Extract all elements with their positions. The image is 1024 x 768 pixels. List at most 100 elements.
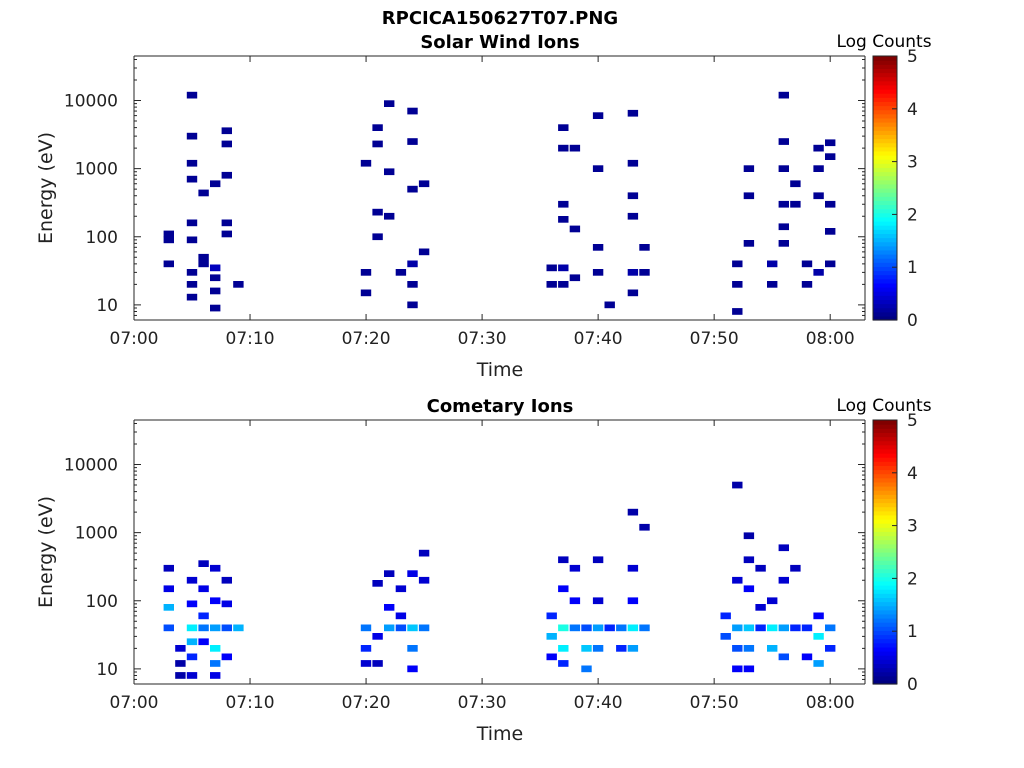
colorbar-swatch <box>873 229 897 234</box>
heatmap-cell <box>569 624 581 632</box>
colorbar-swatch <box>873 64 897 69</box>
heatmap-cell <box>407 185 418 193</box>
heatmap-cell <box>221 653 232 661</box>
colorbar-swatch <box>873 225 897 230</box>
heatmap-cell <box>732 645 743 652</box>
colorbar-swatch <box>873 258 897 263</box>
colorbar-tick-label: 1 <box>907 622 918 642</box>
heatmap-cell <box>221 576 232 584</box>
heatmap-cell <box>801 653 813 661</box>
heatmap-cell <box>407 107 418 115</box>
colorbar-swatch <box>873 420 897 425</box>
x-tick-label: 07:00 <box>110 693 159 713</box>
colorbar-swatch <box>873 150 897 156</box>
heatmap-cell <box>384 100 395 107</box>
heatmap-cell <box>407 645 418 652</box>
heatmap-cell <box>639 244 650 251</box>
colorbar-swatch <box>873 618 897 623</box>
heatmap-cell <box>743 645 755 652</box>
colorbar-swatch <box>873 601 897 607</box>
colorbar-swatch <box>873 254 897 259</box>
colorbar-swatch <box>873 72 897 78</box>
colorbar-swatch <box>873 498 897 504</box>
heatmap-cell <box>581 665 592 673</box>
heatmap-cell <box>825 153 836 160</box>
colorbar-swatch <box>873 634 897 640</box>
colorbar-swatch <box>873 502 897 508</box>
heatmap-cell <box>198 253 209 261</box>
colorbar-swatch <box>873 183 897 189</box>
heatmap-cell <box>163 624 174 632</box>
heatmap-cell <box>778 91 789 99</box>
heatmap-cell <box>569 274 581 282</box>
heatmap-cell <box>790 564 801 572</box>
colorbar-swatch <box>873 192 897 197</box>
heatmap-cell <box>825 260 836 268</box>
heatmap-cell <box>627 624 639 632</box>
colorbar-swatch <box>873 477 897 483</box>
colorbar-swatch <box>873 179 897 185</box>
heatmap-cell <box>210 274 221 282</box>
heatmap-cell <box>186 293 198 301</box>
colorbar-tick-label: 4 <box>907 100 918 120</box>
heatmap-cell <box>221 624 232 632</box>
heatmap-cell <box>627 645 639 652</box>
colorbar-swatch <box>873 519 897 524</box>
panel-solar-wind: Solar Wind Ions 07:00 07:10 07:20 07:30 07:4… <box>35 32 932 381</box>
heatmap-cell <box>743 192 755 200</box>
colorbar-swatch <box>873 663 897 669</box>
colorbar-tick-label: 0 <box>907 675 918 695</box>
heatmap-cell <box>627 508 639 516</box>
colorbar-swatch <box>873 473 897 479</box>
y-tick-label: 10 <box>96 660 118 680</box>
heatmap-cell <box>558 660 569 667</box>
x-tick-label: 07:20 <box>342 693 391 713</box>
heatmap-cell <box>569 564 581 572</box>
colorbar-swatch <box>873 622 897 627</box>
heatmap-cell <box>546 264 557 272</box>
colorbar-swatch <box>873 667 897 673</box>
colorbar-swatch <box>873 89 897 94</box>
heatmap-cell <box>221 140 232 148</box>
colorbar-swatch <box>873 642 897 648</box>
colorbar-swatch <box>873 630 897 636</box>
colorbar-swatch <box>873 237 897 243</box>
heatmap-cell <box>372 580 383 587</box>
heatmap-cell <box>569 225 581 233</box>
colorbar-swatch <box>873 233 897 239</box>
panel-title-solar-wind: Solar Wind Ions <box>420 32 579 53</box>
x-tick-label: 07:40 <box>574 329 623 349</box>
heatmap-cell <box>395 624 407 632</box>
heatmap-cell <box>558 144 569 152</box>
colorbar-swatch <box>873 560 897 565</box>
heatmap-cell <box>210 645 221 652</box>
heatmap-cell <box>825 645 836 652</box>
heatmap-cell <box>790 180 801 188</box>
heatmap-cell <box>210 597 221 605</box>
colorbar-swatch <box>873 432 897 438</box>
heatmap-cell <box>210 660 221 667</box>
colorbar-swatch <box>873 287 897 292</box>
heatmap-cell <box>732 308 743 315</box>
heatmap-cell <box>163 260 174 268</box>
colorbar-swatch <box>873 270 897 276</box>
heatmap-cell <box>186 576 198 584</box>
colorbar-swatch <box>873 97 897 102</box>
heatmap-cell <box>198 189 209 197</box>
colorbar-swatch <box>873 175 897 181</box>
heatmap-cell <box>720 612 731 620</box>
x-axis-label-cometary: Time <box>476 723 524 745</box>
colorbar-label-solar-wind: Log Counts <box>836 32 931 52</box>
colorbar-swatch <box>873 671 897 677</box>
colorbar-swatch <box>873 146 897 152</box>
colorbar-swatch <box>873 241 897 247</box>
heatmap-cell <box>372 633 383 640</box>
x-tick-label: 08:00 <box>806 693 855 713</box>
heatmap-cell <box>767 645 778 652</box>
heatmap-cell <box>175 645 186 652</box>
heatmap-cell <box>418 576 430 584</box>
colorbar-swatch <box>873 221 897 226</box>
heatmap-cell <box>175 672 186 679</box>
colorbar-swatch <box>873 469 897 475</box>
heatmap-cell <box>592 244 604 251</box>
